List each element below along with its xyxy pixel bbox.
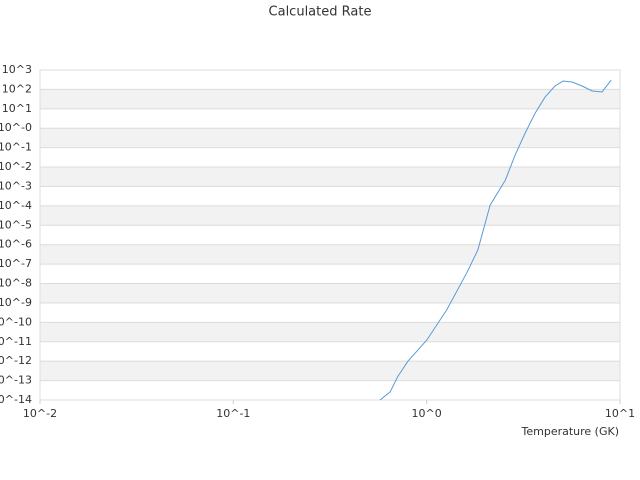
y-tick-label: 10^-12 <box>0 354 32 367</box>
y-tick-label: 10^-2 <box>0 160 32 173</box>
x-tick-label: 10^-2 <box>23 407 57 420</box>
y-tick-label: 10^2 <box>2 82 32 95</box>
y-tick-label: 10^-13 <box>0 374 32 387</box>
plot-area <box>379 79 612 400</box>
y-tick-label: 10^-3 <box>0 179 32 192</box>
grid-band <box>40 167 620 187</box>
x-axis-label: Temperature (GK) <box>521 425 620 438</box>
x-tick-label: 10^1 <box>605 407 635 420</box>
y-tick-label: 10^-11 <box>0 335 32 348</box>
y-tick-label: 10^-1 <box>0 141 32 154</box>
y-tick-label: 10^-14 <box>0 393 32 406</box>
y-tick-label: 10^-4 <box>0 199 32 212</box>
y-tick-label: 10^-10 <box>0 315 32 328</box>
grid-band <box>40 322 620 342</box>
chart-title: Calculated Rate <box>269 5 372 20</box>
plot-border <box>39 69 621 401</box>
grid-band <box>40 89 620 109</box>
grid-band <box>40 361 620 381</box>
x-tick-label: 10^-1 <box>216 407 250 420</box>
y-tick-label: 10^-8 <box>0 277 32 290</box>
y-tick-label: 10^-6 <box>0 238 32 251</box>
y-tick-label: 10^-9 <box>0 296 32 309</box>
y-tick-label: 10^-5 <box>0 218 32 231</box>
grid-band <box>40 205 620 226</box>
x-tick-label: 10^0 <box>412 407 442 420</box>
y-tick-label: 10^-7 <box>0 257 32 270</box>
y-tick-label: 10^3 <box>2 63 32 76</box>
grid-band <box>40 128 620 148</box>
data-line <box>379 79 612 400</box>
grid-band <box>40 244 620 265</box>
y-tick-label: 10^1 <box>2 102 32 115</box>
y-tick-label: 10^-0 <box>0 121 32 134</box>
grid-band <box>40 283 620 303</box>
